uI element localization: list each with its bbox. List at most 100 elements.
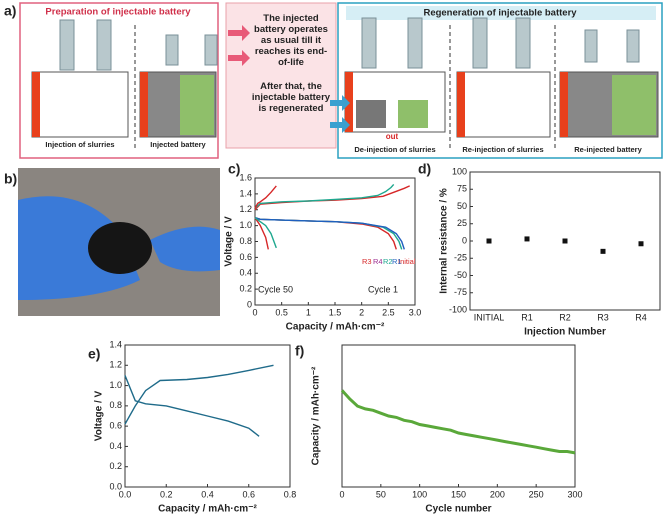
line-series xyxy=(254,185,277,209)
panel-label: d) xyxy=(418,161,431,177)
y-tick-label: 0.8 xyxy=(109,400,122,410)
middle-text: The injected battery operates as usual t… xyxy=(254,13,328,68)
y-tick-label: 100 xyxy=(452,166,467,176)
y-tick-label: 50 xyxy=(457,201,467,211)
y-tick-label: 0 xyxy=(462,235,467,245)
x-tick-label: 0.2 xyxy=(160,489,173,499)
y-tick-label: 0.2 xyxy=(239,284,252,294)
right-title: Regeneration of injectable battery xyxy=(423,8,577,19)
y-axis-label: Internal resistance / % xyxy=(439,188,450,294)
y-axis-label: Capacity / mAh·cm⁻² xyxy=(311,366,322,465)
y-tick-label: 0.8 xyxy=(239,236,252,246)
y-tick-label: 0.4 xyxy=(239,268,252,278)
y-tick-label: 0 xyxy=(247,299,252,309)
point xyxy=(562,238,568,244)
x-axis-label: Injection Number xyxy=(524,327,606,338)
annotation: R1 xyxy=(392,257,402,266)
line-series xyxy=(254,217,277,249)
line-series xyxy=(124,364,274,425)
x-tick-label: 1 xyxy=(306,307,311,317)
y-axis-label: Voltage / V xyxy=(94,390,105,441)
y-tick-label: 0.0 xyxy=(109,481,122,491)
x-tick-label: 150 xyxy=(451,489,466,499)
y-tick-label: -100 xyxy=(449,304,467,314)
photo xyxy=(18,168,220,316)
middle-box xyxy=(225,2,337,149)
x-tick-label: 0 xyxy=(339,489,344,499)
x-tick-label: 0 xyxy=(252,307,257,317)
line-series xyxy=(254,217,405,250)
syringes xyxy=(59,17,640,71)
y-tick-label: 1.0 xyxy=(239,220,252,230)
line-series xyxy=(124,375,260,437)
y-tick-label: 0.2 xyxy=(109,461,122,471)
x-tick-label: 100 xyxy=(412,489,427,499)
y-tick-label: 1.4 xyxy=(239,188,252,198)
line-series xyxy=(254,217,403,250)
x-tick-label: 50 xyxy=(376,489,386,499)
annotation: R3 xyxy=(362,257,372,266)
x-tick-label: R4 xyxy=(635,312,647,322)
left-title: Preparation of injectable battery xyxy=(45,7,191,18)
y-tick-label: 1.6 xyxy=(239,172,252,182)
y-tick-label: 0.6 xyxy=(239,252,252,262)
y-tick-label: 25 xyxy=(457,218,467,228)
x-axis-label: Capacity / mAh·cm⁻² xyxy=(158,504,257,515)
caption: Re-injected battery xyxy=(574,145,642,154)
y-tick-label: -25 xyxy=(454,253,467,263)
x-tick-label: 300 xyxy=(567,489,582,499)
point xyxy=(600,248,606,254)
panel-label: c) xyxy=(228,161,240,177)
y-tick-label: 0.4 xyxy=(109,441,122,451)
y-tick-label: 0.6 xyxy=(109,421,122,431)
x-tick-label: 2 xyxy=(359,307,364,317)
line-series xyxy=(254,185,410,211)
cells xyxy=(31,71,659,138)
x-tick-label: 0.6 xyxy=(242,489,255,499)
out-label: out xyxy=(386,132,399,141)
caption: Injected battery xyxy=(150,140,206,149)
x-tick-label: R1 xyxy=(521,312,533,322)
y-axis-label: Voltage / V xyxy=(224,216,235,267)
point xyxy=(524,236,530,242)
x-tick-label: R3 xyxy=(597,312,609,322)
line-series xyxy=(340,389,576,455)
annotation: Initial xyxy=(398,257,416,266)
regeneration-title-bg xyxy=(346,6,656,20)
y-tick-label: -75 xyxy=(454,287,467,297)
x-tick-label: 0.0 xyxy=(119,489,132,499)
x-tick-label: 1.5 xyxy=(329,307,342,317)
panel-label: f) xyxy=(295,343,304,359)
annotation: R2 xyxy=(383,257,393,266)
point xyxy=(486,238,492,244)
x-axis-label: Cycle number xyxy=(425,504,491,515)
arrows xyxy=(228,25,350,133)
x-tick-label: 250 xyxy=(529,489,544,499)
y-tick-label: 1.4 xyxy=(109,339,122,349)
x-tick-label: R2 xyxy=(559,312,571,322)
caption: Re-injection of slurries xyxy=(462,145,543,154)
x-tick-label: 3.0 xyxy=(409,307,422,317)
annotation: Cycle 50 xyxy=(258,284,293,294)
x-tick-label: 2.5 xyxy=(382,307,395,317)
panel-label: e) xyxy=(88,346,100,362)
y-tick-label: 1.2 xyxy=(239,204,252,214)
x-tick-label: INITIAL xyxy=(474,312,505,322)
x-tick-label: 200 xyxy=(490,489,505,499)
line-series xyxy=(254,183,395,209)
line-series xyxy=(254,217,269,250)
x-tick-label: 0.4 xyxy=(201,489,214,499)
line-series xyxy=(254,217,397,250)
plot-frame xyxy=(341,344,576,488)
caption: De-injection of slurries xyxy=(354,145,435,154)
panel-label: a) xyxy=(4,3,16,19)
caption: Injection of slurries xyxy=(45,140,114,149)
y-tick-label: -50 xyxy=(454,270,467,280)
y-tick-label: 75 xyxy=(457,184,467,194)
annotation: R4 xyxy=(373,257,383,266)
middle-text: After that, the injectable battery is re… xyxy=(251,81,331,114)
panel-label: b) xyxy=(4,171,17,187)
annotation: Cycle 1 xyxy=(368,284,398,294)
